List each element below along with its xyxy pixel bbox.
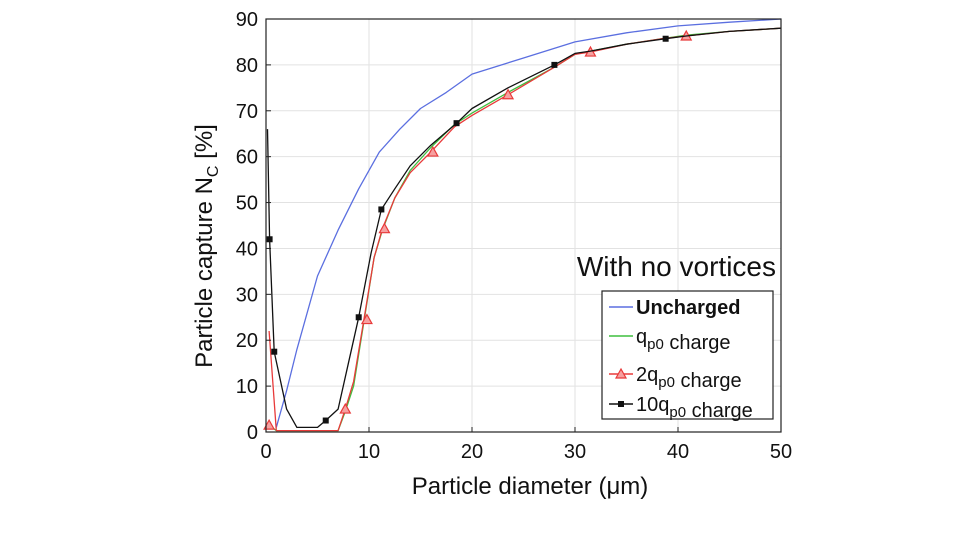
data-point: [426, 145, 439, 157]
data-point: [453, 120, 460, 127]
series-line: [275, 18, 782, 428]
y-tick-label: 20: [236, 330, 258, 352]
y-tick-label: 0: [247, 422, 258, 444]
legend-entry: Uncharged: [609, 297, 740, 319]
y-tick-label: 70: [236, 101, 258, 123]
legend-label-text: charge: [664, 332, 731, 354]
x-tick-label: 20: [461, 441, 483, 463]
y-tick-label: 80: [236, 55, 258, 77]
series-0: [275, 18, 782, 428]
legend-label-subscript: p0: [647, 336, 664, 353]
legend-marker: [618, 401, 624, 407]
data-point: [322, 417, 329, 424]
y-tick-label: 50: [236, 193, 258, 215]
legend-label: 10qp0 charge: [636, 394, 753, 422]
series-line: [266, 27, 782, 429]
data-point: [271, 348, 278, 355]
y-tick-label: 10: [236, 376, 258, 398]
y-axis-label-main: Particle capture N: [191, 177, 218, 368]
legend-label-subscript: p0: [669, 404, 686, 421]
legend-label: qp0 charge: [636, 326, 731, 354]
y-axis-label-unit: [%]: [191, 124, 218, 165]
data-point: [551, 61, 558, 68]
data-point: [355, 314, 362, 321]
legend-entry: 2qp0 charge: [609, 364, 742, 392]
y-tick-label: 60: [236, 147, 258, 169]
x-tick-label: 50: [770, 441, 792, 463]
legend-entry: 10qp0 charge: [609, 394, 753, 422]
series-lines: [263, 18, 782, 432]
x-tick-label: 10: [358, 441, 380, 463]
legend-entry: qp0 charge: [609, 326, 731, 354]
legend-label-text: 2q: [636, 364, 658, 386]
series-3: [266, 27, 782, 429]
y-tick-label: 30: [236, 284, 258, 306]
data-point: [360, 313, 373, 325]
legend-label-text: Uncharged: [636, 297, 740, 319]
y-axis-label-subscript: C: [205, 166, 222, 178]
plot-frame: [265, 18, 782, 433]
data-point: [502, 88, 515, 100]
data-point: [339, 402, 352, 414]
x-axis-label: Particle diameter (μm): [412, 473, 649, 500]
data-point: [662, 35, 669, 42]
legend-box: [601, 290, 774, 420]
annotation-no-vortices: With no vortices: [577, 251, 776, 282]
data-point: [378, 222, 391, 234]
y-tick-label: 40: [236, 238, 258, 260]
x-tick-label: 0: [260, 441, 271, 463]
legend-label-text: q: [636, 326, 647, 348]
y-axis-label: Particle capture NC [%]: [191, 124, 222, 368]
legend-label-text: charge: [686, 400, 753, 422]
legend-label-text: 10q: [636, 394, 669, 416]
data-point: [266, 236, 273, 243]
axis-ticks: 0 10 20 30 40 50 0 10 20 30 40 50 60 70 80 90: [236, 9, 792, 463]
legend-label: 2qp0 charge: [636, 364, 742, 392]
x-tick-label: 30: [564, 441, 586, 463]
legend-label: Uncharged: [636, 297, 740, 319]
data-point: [378, 206, 385, 213]
y-tick-label: 90: [236, 9, 258, 31]
x-tick-label: 40: [667, 441, 689, 463]
legend-label-subscript: p0: [658, 374, 675, 391]
legend-label-text: charge: [675, 370, 742, 392]
legend-marker: [614, 367, 628, 379]
